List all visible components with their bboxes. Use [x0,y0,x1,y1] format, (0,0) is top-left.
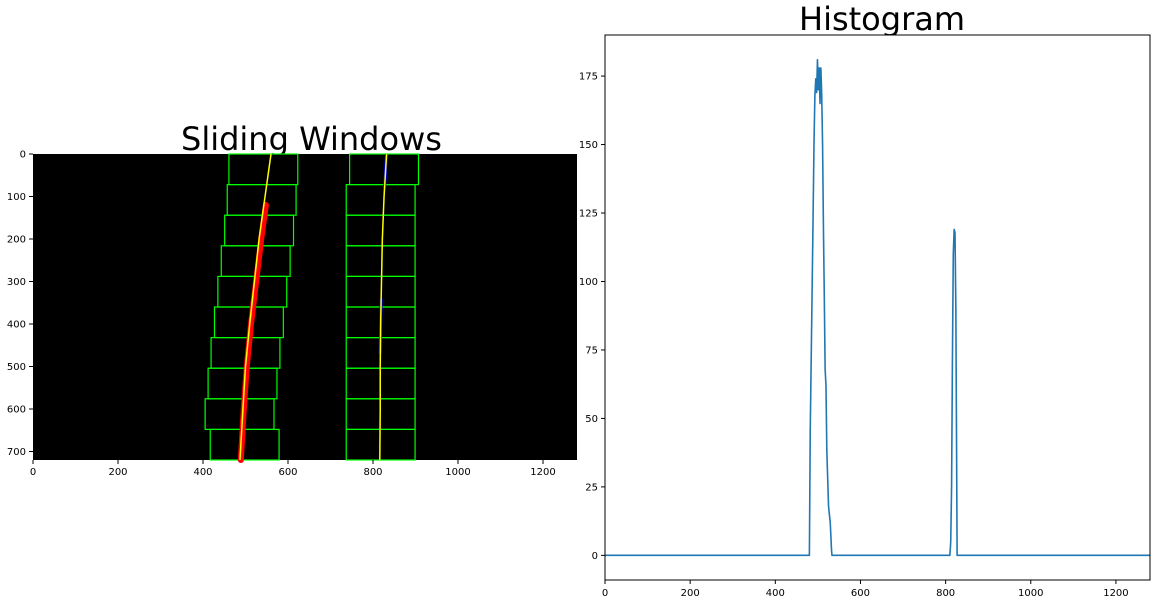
x-tick-label: 0 [602,588,608,599]
x-tick-label: 1000 [1018,588,1043,599]
plot-frame [604,34,1151,581]
y-tick-label: 0 [592,551,598,562]
x-tick-label: 1000 [445,467,470,478]
y-tick-label: 25 [585,482,598,493]
histogram-title: Histogram [799,0,965,38]
y-tick-label: 50 [585,414,598,425]
x-tick-label: 0 [30,467,36,478]
x-tick-label: 1200 [530,467,555,478]
x-tick-label: 1200 [1103,588,1128,599]
x-tick-label: 200 [108,467,127,478]
y-tick-label: 75 [585,345,598,356]
image-background [33,154,577,460]
x-tick-label: 200 [681,588,700,599]
x-tick-label: 600 [851,588,870,599]
y-tick-label: 100 [7,192,26,203]
y-tick-label: 0 [20,150,26,161]
x-tick-label: 800 [363,467,382,478]
y-tick-label: 600 [7,405,26,416]
left-fit-line [239,153,272,461]
y-tick-label: 150 [579,140,598,151]
left-lane-pixels [237,202,269,463]
x-tick-label: 800 [936,588,955,599]
y-tick-label: 400 [7,320,26,331]
y-tick-label: 500 [7,362,26,373]
x-tick-label: 600 [278,467,297,478]
x-tick-label: 400 [193,467,212,478]
x-tick-label: 400 [766,588,785,599]
y-tick-label: 100 [579,277,598,288]
sliding-windows-title: Sliding Windows [181,120,442,158]
right-fit-line [379,153,388,461]
y-tick-label: 300 [7,277,26,288]
y-tick-label: 200 [7,235,26,246]
y-tick-label: 700 [7,447,26,458]
y-tick-label: 125 [579,209,598,220]
y-tick-label: 175 [579,72,598,83]
plot-area [605,35,1150,580]
histogram-line [605,58,1150,557]
